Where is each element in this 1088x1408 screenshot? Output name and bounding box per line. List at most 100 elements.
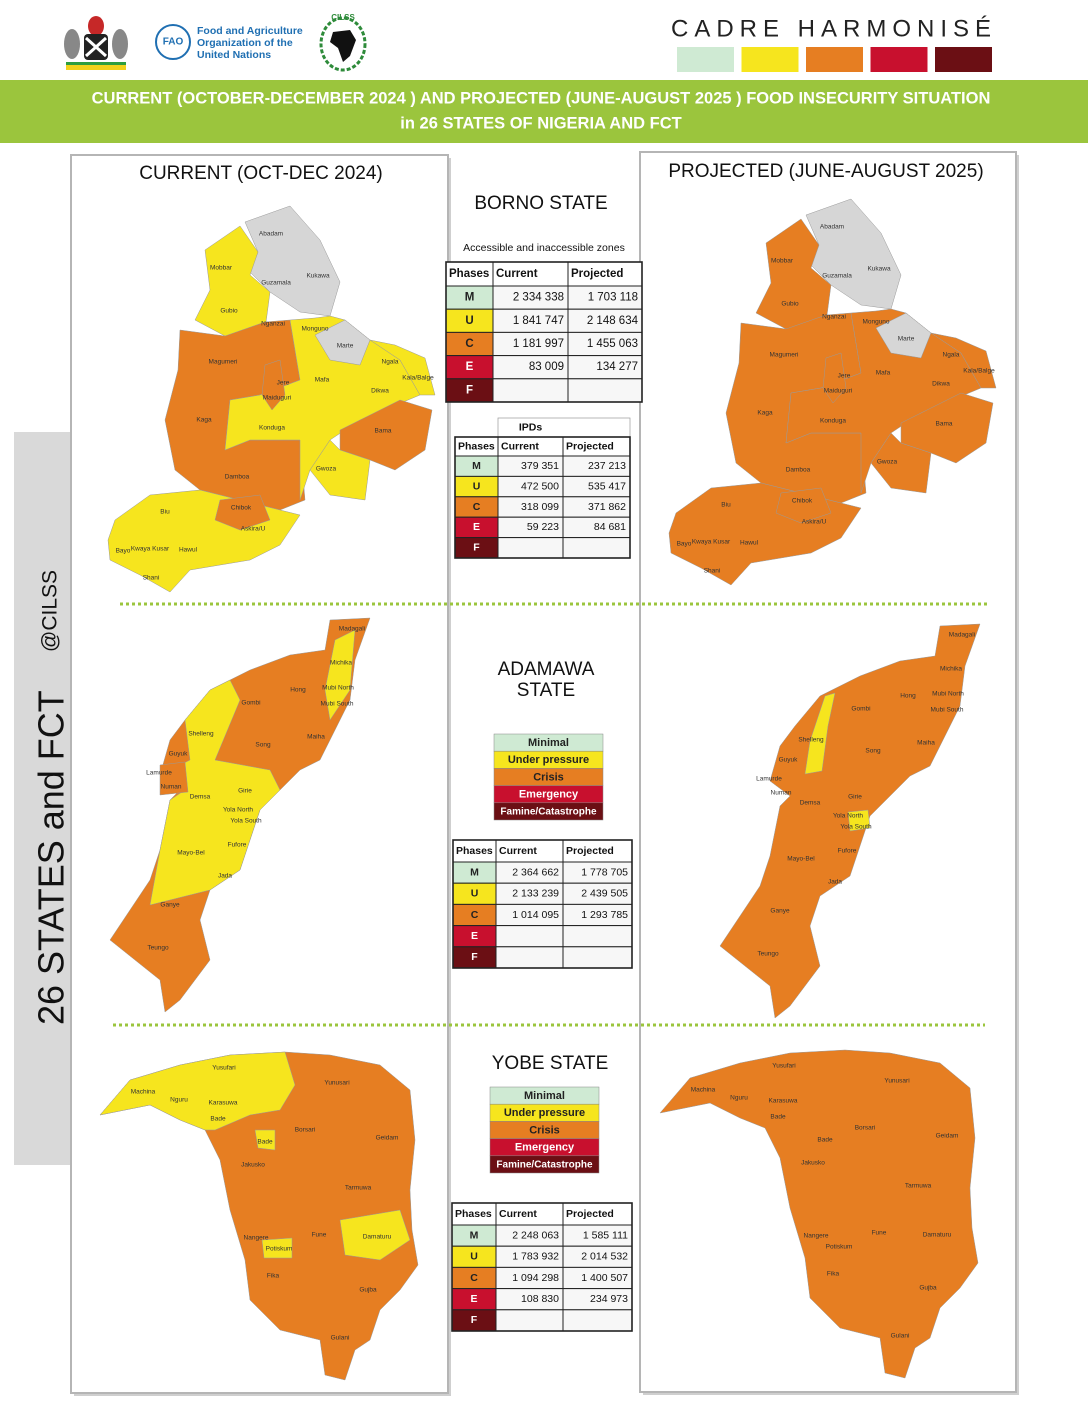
column-header: Current — [499, 845, 537, 857]
phase-swatch — [741, 47, 799, 72]
lga-label: Bade — [770, 1114, 786, 1121]
phase-code: E — [470, 1293, 477, 1305]
current-map: Abadam Mobbar Kukawa Guzamala Gubio Nganzai Mo… — [107, 205, 436, 593]
cell-value: 1 778 705 — [581, 866, 628, 878]
lga-label: Mafa — [876, 370, 891, 377]
lga-label: Jere — [838, 373, 851, 380]
table-caption: Accessible and inaccessible zones — [463, 242, 625, 254]
legend-label: Famine/Catastrophe — [500, 807, 597, 818]
lga-label: Girie — [238, 788, 252, 795]
lga-label: Song — [865, 748, 881, 755]
lga-label: Gubio — [220, 308, 238, 315]
phase-code: M — [472, 460, 481, 472]
lga-label: Michika — [330, 660, 352, 667]
side-handle: @CILSS — [39, 570, 62, 652]
lga-label: Yusufari — [212, 1065, 236, 1072]
lga-label: Mubi South — [931, 707, 964, 714]
lga-label: Ngala — [382, 359, 399, 366]
panel-title: CURRENT (OCT-DEC 2024) — [139, 163, 383, 184]
lga-label: Fufore — [838, 848, 857, 855]
coat-of-arms — [64, 16, 128, 70]
lga-label: Song — [255, 742, 271, 749]
header-cell — [492, 261, 569, 287]
legend-swatch — [489, 1155, 600, 1174]
lga-label: Nangere — [244, 1235, 269, 1242]
lga-label: Chibok — [792, 498, 813, 505]
lga-label: Biu — [160, 509, 170, 516]
lga-label: Maiha — [307, 734, 325, 741]
legend-label: Crisis — [533, 771, 564, 783]
lga-label: Monguno — [301, 326, 328, 333]
lga-label: Fika — [827, 1271, 840, 1278]
lga-label: Geidam — [936, 1133, 959, 1140]
column-header: Phases — [449, 268, 489, 280]
lga-label: Bama — [936, 421, 953, 428]
value-cell — [495, 1309, 564, 1332]
cell-value: 379 351 — [521, 460, 559, 472]
lga-label: Yusufari — [772, 1063, 796, 1070]
value-cell — [497, 537, 564, 559]
lga-label: Abadam — [259, 231, 283, 238]
lga-label: Geidam — [376, 1135, 399, 1142]
value-cell — [495, 946, 564, 969]
lga-label: Yola South — [230, 818, 262, 825]
cell-value: 2 133 239 — [512, 888, 559, 900]
cell-value: 2 148 634 — [587, 315, 639, 327]
lga-label: Shani — [704, 568, 721, 575]
lga-label: Nangere — [804, 1233, 829, 1240]
map-area — [214, 494, 271, 531]
map-area — [870, 432, 932, 494]
phase-code: F — [466, 384, 473, 396]
phase-swatch — [677, 47, 734, 72]
value-cell — [562, 1309, 633, 1332]
state-title: STATE — [517, 680, 575, 701]
legend-label: Crisis — [529, 1124, 560, 1136]
phase-code: M — [465, 292, 475, 304]
lga-label: Askira/U — [241, 526, 266, 533]
map-area — [261, 1237, 293, 1259]
lga-label: Bama — [375, 428, 392, 435]
cell-value: 318 099 — [521, 501, 559, 513]
map-area — [99, 1051, 296, 1131]
cell-value: 1 783 932 — [512, 1251, 559, 1263]
lga-label: Kaga — [757, 410, 773, 417]
lga-label: Askira/U — [802, 519, 827, 526]
lga-label: Ganye — [770, 908, 790, 915]
lga-label: Fika — [267, 1273, 280, 1280]
lga-label: Mobbar — [771, 258, 794, 265]
lga-label: Hawul — [179, 547, 198, 554]
panel-title: PROJECTED (JUNE-AUGUST 2025) — [668, 161, 983, 182]
state-title: BORNO STATE — [474, 193, 607, 214]
fao-logo: FAO Food and Agriculture Organization of… — [155, 24, 303, 61]
lga-label: Nguru — [730, 1095, 748, 1102]
lga-label: Bayo — [116, 548, 131, 555]
phase-swatch — [806, 47, 863, 72]
lga-label: Demsa — [800, 800, 821, 807]
lga-label: Marte — [337, 343, 354, 350]
phase-code: M — [470, 866, 479, 878]
lga-label: Damaturu — [923, 1232, 952, 1239]
cell-value: 134 277 — [596, 361, 638, 373]
cell-value: 1 455 063 — [587, 338, 638, 350]
title: in 26 STATES OF NIGERIA AND FCT — [400, 114, 681, 132]
lga-label: Guzamala — [261, 280, 291, 287]
cell-value: 1 841 747 — [513, 315, 564, 327]
map-area — [194, 225, 271, 337]
map-area — [314, 319, 371, 366]
column-header: Phases — [458, 440, 495, 452]
lga-label: Teungo — [757, 951, 779, 958]
lga-label: Borsari — [295, 1127, 316, 1134]
lga-label: Nganzai — [261, 321, 285, 328]
cell-value: 237 213 — [588, 460, 626, 472]
lga-label: Mayo-Bel — [177, 850, 205, 857]
lga-label: Dikwa — [932, 381, 950, 388]
lga-label: Hong — [900, 693, 916, 700]
legend-label: Emergency — [519, 789, 579, 801]
lga-label: Machina — [131, 1089, 156, 1096]
phase-code: E — [473, 521, 480, 533]
lga-label: Bade — [257, 1139, 273, 1146]
lga-label: Gombi — [241, 700, 260, 707]
lga-label: Girie — [848, 794, 862, 801]
